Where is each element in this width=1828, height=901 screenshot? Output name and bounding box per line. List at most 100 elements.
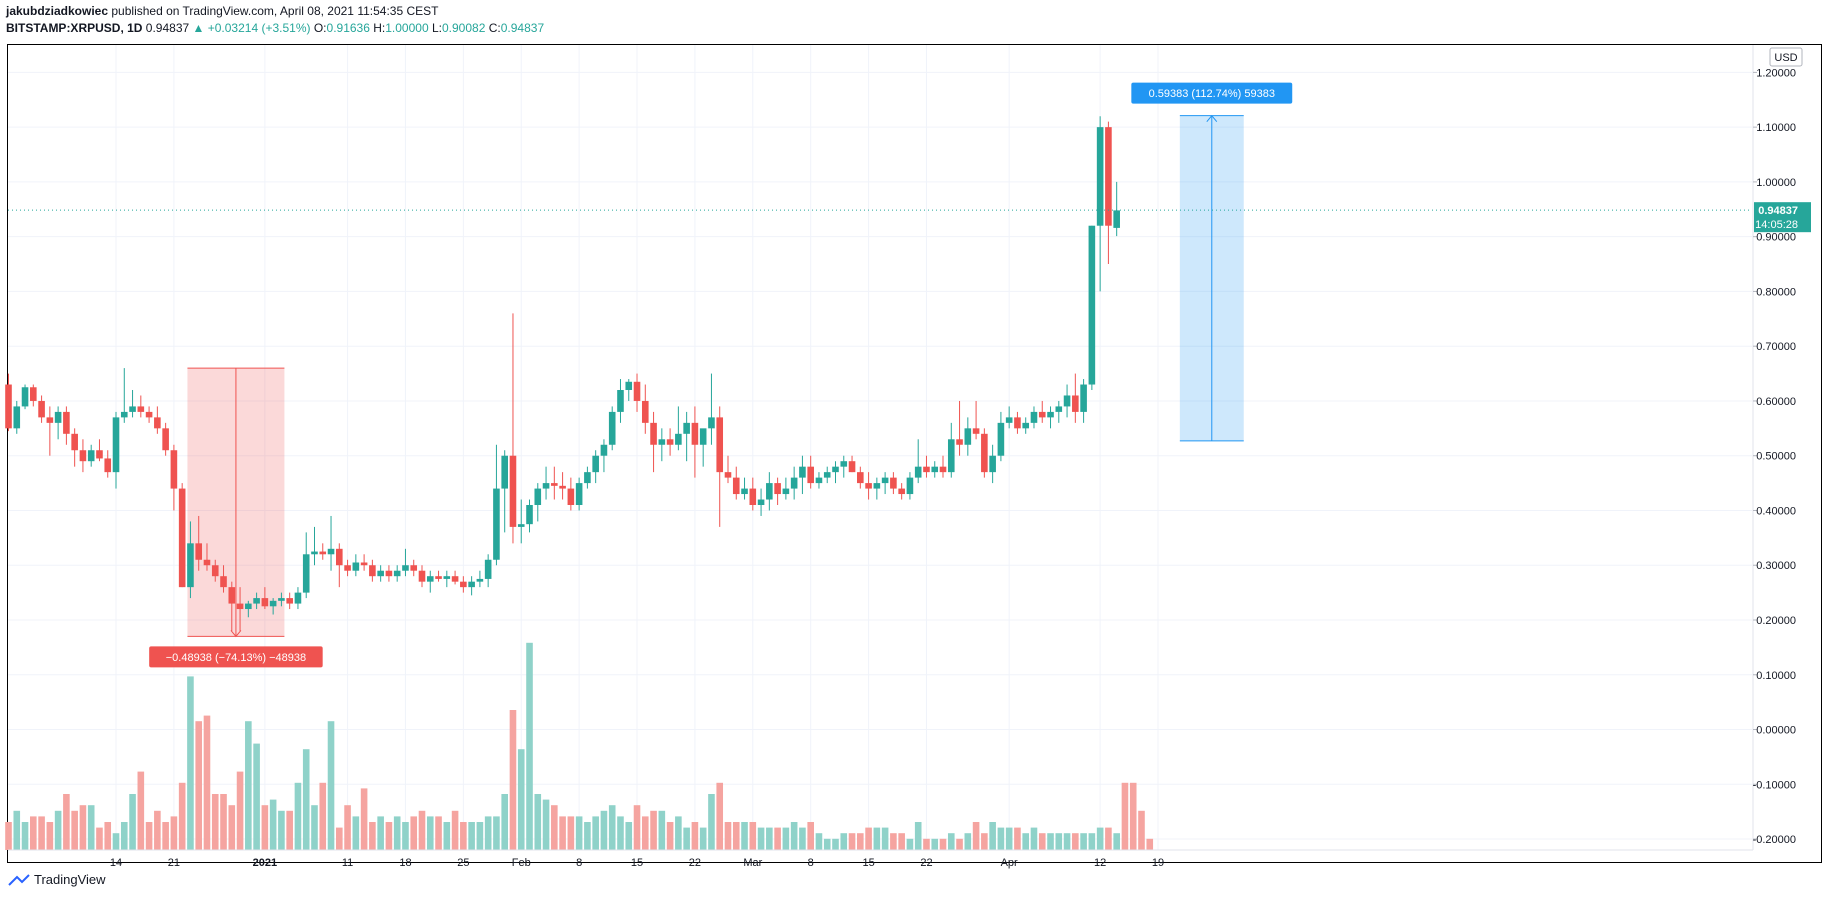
candle-body (592, 455, 599, 473)
currency-badge (1769, 47, 1803, 67)
symbol-legend: BITSTAMP:XRPUSD, 1D 0.94837 ▲ +0.03214 (… (6, 21, 544, 35)
candle-body (898, 488, 905, 495)
volume-bar (567, 816, 575, 850)
volume-bar (633, 805, 641, 850)
candle-body (1022, 422, 1030, 429)
last-price-badge-label: 0.94837 (1758, 205, 1798, 217)
volume-bar (302, 749, 310, 850)
author-name[interactable]: jakubdziadkowiec (6, 4, 109, 18)
volume-bar (600, 810, 608, 850)
volume-bar (484, 816, 492, 850)
high-label: H: (373, 21, 386, 35)
candle-body (178, 488, 186, 588)
candle-body (63, 411, 70, 434)
candle-body (79, 450, 87, 462)
volume-bar (840, 833, 848, 850)
rally-measure-arrow-head (1206, 114, 1218, 122)
candle-body (1047, 411, 1054, 418)
price-candles (5, 116, 1120, 631)
volume-bar (154, 810, 161, 850)
price-tick-label: 1.10000 (1756, 122, 1796, 134)
volume-bar (145, 822, 153, 850)
time-tick-label: 25 (457, 857, 469, 869)
volume-bar (203, 715, 211, 850)
volume-bar (617, 816, 624, 850)
volume-bar (873, 827, 881, 850)
time-tick-label: 19 (1152, 857, 1164, 869)
volume-bar (898, 833, 905, 850)
volume-bar (981, 833, 988, 850)
volume-bar (451, 810, 459, 850)
price-tick-label: 0.50000 (1756, 451, 1796, 463)
volume-bar (393, 816, 401, 850)
volume-bar (87, 805, 95, 850)
candle-body (385, 570, 393, 577)
candle-body (509, 455, 517, 527)
volume-bar (195, 721, 203, 850)
volume-bar (54, 810, 62, 850)
candle-body (187, 543, 194, 588)
volume-bar (426, 816, 434, 850)
candle-body (832, 466, 839, 473)
volume-bar (410, 816, 418, 850)
candle-body (13, 406, 21, 429)
volume-bar (443, 822, 451, 850)
price-tick-label: 0.30000 (1756, 560, 1796, 572)
candle-body (460, 581, 467, 588)
candle-body (1088, 225, 1096, 385)
candle-body (236, 603, 244, 610)
volume-bar (460, 822, 467, 850)
candle-body (1080, 384, 1087, 412)
countdown-label: 14:05:28 (1755, 219, 1798, 231)
candle-body (873, 483, 881, 489)
symbol-name[interactable]: BITSTAMP:XRPUSD, 1D (6, 21, 143, 35)
price-tick-label: 0.90000 (1756, 232, 1796, 244)
volume-bar (931, 838, 939, 850)
candle-body (633, 381, 641, 401)
candle-body (369, 565, 376, 577)
candle-body (551, 483, 558, 486)
candle-body (484, 559, 492, 579)
time-tick-label: 21 (168, 857, 180, 869)
candle-body (923, 466, 930, 473)
volume-bar (162, 822, 169, 850)
volume-bar (79, 805, 87, 850)
time-axis: 14 21 2021 11 18 25 Feb 8 15 22 Mar 8 15 22 Apr 12 19 (8, 849, 1753, 869)
volume-bar (13, 810, 21, 850)
measurement-tools: −0.48938 (−74.13%) −48938 0.59383 (112.74… (149, 82, 1293, 668)
chart-frame[interactable] (7, 44, 1822, 863)
candle-body (890, 477, 897, 489)
candle-body (683, 422, 690, 434)
candle-body (269, 600, 277, 607)
candle-body (443, 576, 451, 579)
volume-bar (236, 771, 244, 850)
candle-body (418, 570, 426, 582)
volume-bar (1047, 833, 1054, 850)
volume-bar (724, 822, 732, 850)
rally-measure-label-box (1131, 82, 1293, 104)
volume-bar (691, 822, 699, 850)
volume-bar (501, 794, 508, 850)
volume-bar (666, 822, 674, 850)
volume-bar (30, 816, 37, 850)
tradingview-logo[interactable]: TradingView (8, 872, 106, 887)
drawdown-measure-arrow-head (230, 630, 242, 638)
volume-bar (245, 721, 252, 850)
volume-bars (5, 642, 1154, 850)
volume-bar (699, 827, 707, 850)
volume-bar (129, 794, 136, 850)
candle-body (220, 576, 227, 588)
candle-body (170, 450, 178, 489)
candle-body (302, 554, 310, 593)
candle-body (38, 400, 45, 418)
candle-body (451, 576, 459, 582)
time-tick-label: Apr (1001, 857, 1018, 869)
rally-measure-label: 0.59383 (112.74%) 59383 (1149, 88, 1275, 100)
volume-bar (625, 822, 633, 850)
time-tick-label: 12 (1094, 857, 1106, 869)
candle-body (732, 477, 740, 495)
candle-body (112, 417, 120, 473)
volume-bar (21, 822, 29, 850)
close-value: 0.94837 (500, 21, 545, 35)
